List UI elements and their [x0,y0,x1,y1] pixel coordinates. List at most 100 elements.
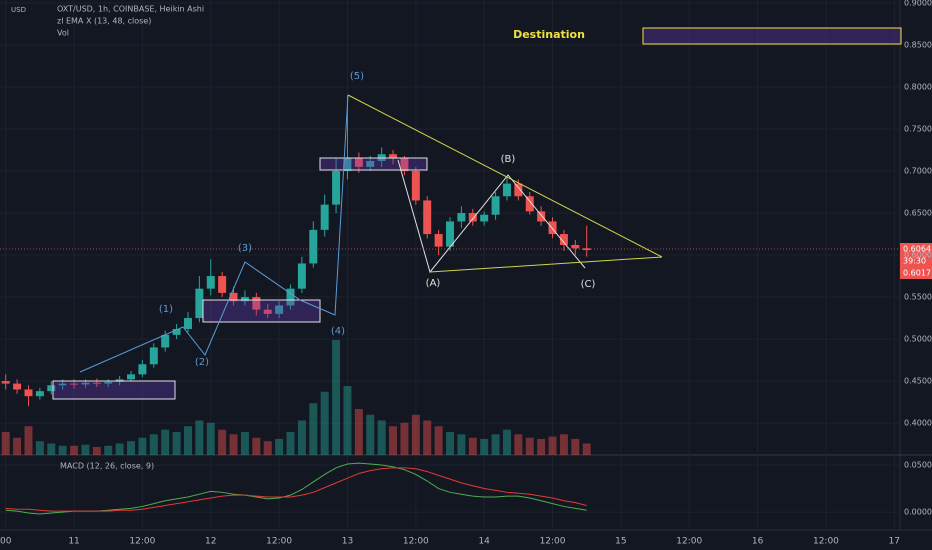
y-tick-label: 0.8000 [904,83,932,92]
volume-bar [434,426,443,455]
candle-body [332,171,341,205]
volume-bar [263,441,272,455]
candle-body [366,160,375,167]
x-tick-label: 14 [478,537,490,547]
volume-bar [229,434,238,455]
volume-bar [58,445,67,455]
macd-title: MACD (12, 26, close, 9) [60,462,154,471]
candle-body [434,234,443,247]
volume-bar [309,403,318,455]
annotation: (1) [159,304,173,315]
candle-body [183,318,192,329]
candle-body [389,154,398,159]
volume-bar [389,426,398,455]
volume-bar [286,432,295,455]
volume-bar [183,426,192,455]
destination-box [642,27,902,45]
candle-body [138,364,147,375]
grid [0,0,900,530]
candle-body [127,374,135,380]
triangle-line [429,256,663,273]
volume-bar [149,434,158,455]
annotation: (5) [350,71,364,82]
legend-volume: Vol [57,29,69,38]
candle-body [297,263,306,289]
volume-bar [115,443,124,455]
candle-body [411,171,420,201]
volume-bar [195,420,204,455]
y-tick-label: 0.7500 [904,125,932,134]
volume-bar [423,420,432,455]
candle-body [491,196,500,215]
annotation: (2) [195,357,209,368]
x-tick-label: 12:00 [129,537,155,547]
x-tick-label: 12 [205,537,216,547]
legend-header: OXT/USD, 1h, COINBASE, Heikin Ashi [57,5,204,14]
volume-bar [343,386,352,455]
candle-body [537,211,546,222]
volume-bar [411,414,420,455]
volume-bar [35,441,44,455]
candle-body [218,276,227,293]
candle-body [206,276,215,289]
abc-line [397,159,586,274]
volume-bar [138,437,147,455]
y-tick-label: 0.5500 [904,293,932,302]
candle-body [252,297,261,310]
candle-body [286,288,295,306]
volume-bar [480,438,489,455]
annotation: (C) [581,279,596,290]
candle-body [1,381,10,384]
candle-body [502,183,511,197]
candle-body [195,288,204,319]
volume-bar [70,445,79,455]
y-tick-label: 0.7000 [904,167,932,176]
wave-line [79,94,349,373]
volume-bar [400,422,409,455]
candle-body [24,389,33,397]
y-tick-label: 0.4000 [904,419,932,428]
y-tick-label: 0.5000 [904,335,932,344]
volume-bar [320,391,329,455]
volume-bar [172,432,181,455]
candle-body [58,383,67,386]
x-tick-label: 12:00 [813,537,839,547]
x-tick-label: 15 [615,537,626,547]
candle-body [571,244,580,249]
candle-body [104,381,113,384]
volume-bar [468,437,477,455]
candle-body [423,200,432,235]
annotation: (B) [501,154,516,165]
candle-body [446,221,454,247]
candle-body [13,383,22,390]
volume-bar [275,438,284,455]
candle-body [559,234,568,245]
annotation: (A) [426,278,441,289]
volume-bar [1,432,10,455]
candle-body [92,382,101,384]
candle-body [229,292,238,302]
volume-bar [13,437,22,455]
volume-bar [104,445,113,455]
candle-body [400,158,409,172]
candle-body [309,229,318,264]
volume-bar [81,444,90,455]
volume-bar [571,438,580,455]
volume-bar [297,420,306,455]
volume-bar [548,436,557,455]
range-box [52,380,176,400]
volume-bar [525,437,534,455]
candle-body [343,158,352,172]
volume-bar [206,422,215,455]
candle-body [457,213,466,222]
annotations: (1) (2) (3) (4) (5) (A) (B) (C) Destination [159,28,596,368]
y-tick-label: 0.0500 [904,460,932,469]
range-box [202,299,321,323]
x-tick-label: 12:00 [676,537,702,547]
ema-price: 0.6017 [903,269,931,278]
price-label-bg [900,243,932,279]
volume-bar [47,443,56,455]
legend-indicator: zl EMA X (13, 48, close) [57,17,151,26]
